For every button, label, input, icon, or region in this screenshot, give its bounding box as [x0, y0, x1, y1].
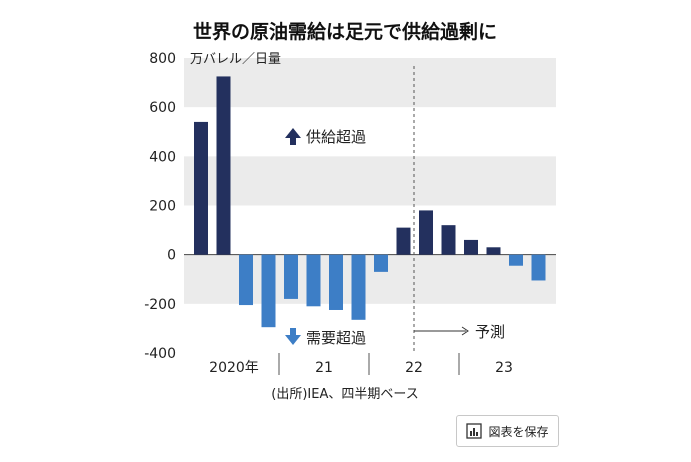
forecast-label: 予測: [475, 323, 505, 341]
bar: [284, 254, 298, 299]
x-tick-label: 23: [495, 360, 513, 376]
source-note: (出所)IEA、四半期ベース: [271, 387, 418, 402]
y-ticks: 800 600 400 200 0 -200 -400: [144, 51, 176, 362]
bar: [239, 254, 253, 306]
bar: [396, 227, 411, 255]
chart-title: 世界の原油需給は足元で供給過剰に: [193, 20, 497, 43]
x-axis: 2020年 21 22 23: [209, 353, 513, 376]
deficit-label: 需要超過: [306, 329, 366, 347]
bar: [531, 254, 546, 281]
bar: [194, 121, 208, 255]
deficit-annotation: 需要超過: [285, 328, 366, 347]
y-tick-label: 400: [149, 149, 176, 165]
up-arrow-icon: [285, 128, 301, 145]
forecast-annotation: 予測: [413, 66, 505, 352]
x-tick-label: 2020年: [209, 360, 259, 376]
bar: [486, 247, 501, 255]
bar: [351, 254, 366, 320]
bars: [194, 76, 546, 328]
y-tick-label: -400: [144, 346, 176, 362]
y-tick-label: 200: [149, 199, 176, 215]
chart: 世界の原油需給は足元で供給過剰に 800 600 400 200 0 -200 -400 2…: [144, 20, 556, 402]
bar: [509, 254, 523, 266]
save-chart-label: 図表を保存: [488, 424, 549, 439]
x-tick-label: 22: [405, 360, 423, 376]
bar: [464, 239, 478, 255]
x-tick-label: 21: [315, 360, 333, 376]
grid-band: [184, 58, 556, 108]
y-tick-label: 0: [167, 248, 176, 264]
bar: [374, 254, 388, 272]
y-tick-label: 800: [149, 51, 176, 67]
bar: [441, 225, 456, 255]
bar: [306, 254, 321, 307]
y-tick-label: 600: [149, 100, 176, 116]
surplus-annotation: 供給超過: [285, 128, 366, 146]
arrow-right-icon: [461, 326, 469, 336]
surplus-label: 供給超過: [306, 128, 366, 146]
bar: [419, 210, 433, 255]
down-arrow-icon: [285, 328, 301, 345]
unit-label: 万バレル／日量: [190, 52, 281, 67]
bar: [329, 254, 343, 310]
grid-band: [184, 156, 556, 206]
bar-chart-icon: [466, 423, 483, 439]
bar: [216, 76, 231, 255]
bar: [261, 254, 276, 328]
save-chart-button[interactable]: 図表を保存: [456, 415, 559, 447]
y-tick-label: -200: [144, 297, 176, 313]
